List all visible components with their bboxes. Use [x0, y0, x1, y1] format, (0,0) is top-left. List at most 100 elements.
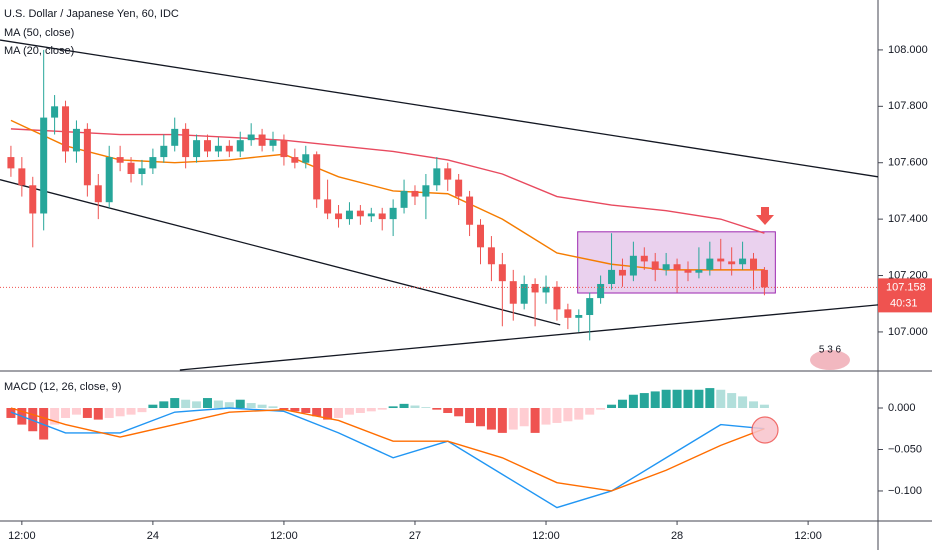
- candle-body: [225, 145, 233, 152]
- histogram-bar: [443, 408, 453, 413]
- histogram-bar: [279, 408, 289, 410]
- y-tick-label: 107.800: [888, 100, 928, 112]
- candle-body: [269, 140, 277, 146]
- candle-body: [29, 185, 37, 214]
- histogram-bar: [661, 389, 671, 409]
- histogram-bar: [82, 408, 92, 418]
- circle-annotation: [751, 416, 779, 444]
- histogram-bar: [596, 408, 606, 410]
- histogram-bar: [388, 406, 398, 409]
- legend-ma20: MA (20, close): [4, 45, 74, 57]
- x-tick-label: 28: [671, 530, 683, 542]
- histogram-bar: [530, 408, 540, 433]
- candle-body: [651, 261, 659, 270]
- x-tick-label: 27: [409, 530, 421, 542]
- histogram-bar: [650, 391, 660, 409]
- histogram-bar: [628, 394, 638, 409]
- candle-body: [520, 283, 528, 304]
- candle-body: [378, 213, 386, 220]
- candle-body: [760, 269, 768, 288]
- candle-body: [542, 286, 550, 293]
- histogram-bar: [454, 408, 464, 417]
- y-tick-label: 107.400: [888, 213, 928, 225]
- candle-body: [18, 168, 26, 186]
- histogram-bar: [137, 408, 147, 413]
- histogram-bar: [6, 408, 16, 418]
- histogram-bar: [202, 398, 212, 409]
- histogram-bar: [563, 408, 573, 422]
- histogram-bar: [508, 408, 518, 430]
- candle-body: [83, 128, 91, 186]
- histogram-bar: [235, 399, 245, 409]
- histogram-bar: [170, 398, 180, 409]
- candle-body: [236, 140, 244, 152]
- candle-body: [302, 154, 310, 163]
- last-price-label: 107.158: [886, 281, 926, 293]
- histogram-bar: [432, 408, 442, 410]
- histogram-bar: [519, 408, 529, 427]
- last-price-tag: [878, 278, 932, 313]
- histogram-bar: [301, 408, 311, 413]
- histogram-bar: [421, 407, 431, 409]
- candle-body: [684, 269, 692, 273]
- candle-body: [51, 106, 59, 118]
- chart-title: U.S. Dollar / Japanese Yen, 60, IDC: [4, 8, 179, 20]
- macd-pane: 0.000 −0.050 −0.100 12:00 24 12:00 27 12:00 28 12…: [6, 388, 922, 542]
- candle-body: [564, 309, 572, 318]
- candle-body: [367, 213, 375, 217]
- histogram-bar: [465, 408, 475, 423]
- countdown: 40:31: [890, 297, 918, 309]
- histogram-bar: [366, 408, 376, 412]
- histogram-bar: [344, 408, 354, 415]
- histogram-bar: [181, 399, 191, 409]
- histogram-bar: [683, 389, 693, 409]
- y-tick-label: −0.050: [888, 443, 922, 455]
- histogram-bar: [617, 399, 627, 409]
- histogram-bar: [290, 408, 300, 412]
- candle-body: [575, 315, 583, 318]
- histogram-bar: [639, 393, 649, 409]
- badge: [810, 350, 850, 370]
- candle-body: [531, 283, 539, 293]
- histogram-bar: [607, 404, 617, 409]
- candle-body: [116, 157, 124, 163]
- candle-body: [214, 145, 222, 152]
- candle-body: [335, 213, 343, 220]
- candle-body: [313, 154, 321, 200]
- candle-body: [597, 283, 605, 299]
- macd-line: [10, 407, 765, 509]
- histogram-bar: [213, 400, 223, 409]
- histogram-bar: [377, 408, 387, 410]
- candle-body: [203, 140, 211, 152]
- candle-body: [466, 196, 474, 225]
- candle-body: [280, 140, 288, 158]
- histogram-bar: [192, 401, 202, 409]
- candle-body: [247, 134, 255, 141]
- candle-body: [476, 224, 484, 248]
- histogram-bar: [672, 389, 682, 409]
- histogram-bar: [497, 408, 507, 433]
- candle-body: [291, 157, 299, 163]
- histogram-bar: [716, 389, 726, 409]
- histogram-bar: [334, 408, 344, 418]
- candle-body: [717, 258, 725, 262]
- candle-body: [400, 190, 408, 208]
- candle-body: [127, 162, 135, 175]
- candle-body: [750, 258, 758, 270]
- x-tick-label: 12:00: [270, 530, 298, 542]
- candle-body: [422, 185, 430, 197]
- histogram-bar: [475, 408, 485, 427]
- candle-body: [7, 157, 15, 169]
- histogram-bar: [749, 401, 759, 409]
- y-tick-label: 0.000: [888, 402, 916, 414]
- trend-line: [0, 39, 879, 178]
- histogram-bar: [355, 408, 365, 413]
- candle-body: [618, 269, 626, 276]
- legend-ma50: MA (50, close): [4, 27, 74, 39]
- histogram-bar: [410, 405, 420, 409]
- candle-body: [629, 255, 637, 276]
- candle-body: [487, 247, 495, 265]
- histogram-bar: [552, 408, 562, 423]
- macd-title: MACD (12, 26, close, 9): [4, 381, 121, 393]
